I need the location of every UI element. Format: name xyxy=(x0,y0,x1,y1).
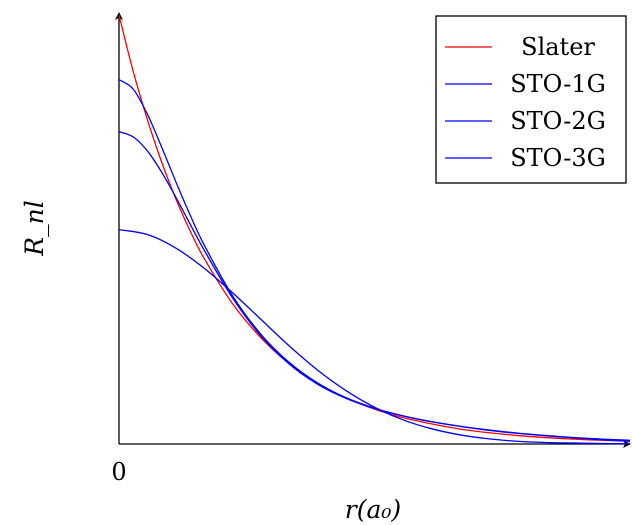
y-axis-title: R_nl xyxy=(20,200,49,256)
series-line-sto-3g xyxy=(118,79,631,442)
x-axis-title: r(a₀) xyxy=(345,495,401,524)
legend-label-sto-2g: STO-2G xyxy=(510,107,606,135)
legend-entries: Slater STO-1G STO-2G STO-3G xyxy=(445,33,606,172)
legend-label-sto-1g: STO-1G xyxy=(510,70,606,98)
legend-box xyxy=(435,15,627,184)
x-tick-label-0: 0 xyxy=(111,458,126,486)
series-layer xyxy=(118,15,631,445)
series-line-sto-1g xyxy=(118,229,631,445)
legend-label-slater: Slater xyxy=(521,33,595,61)
legend: Slater STO-1G STO-2G STO-3G xyxy=(435,15,627,184)
legend-label-sto-3g: STO-3G xyxy=(510,144,606,172)
